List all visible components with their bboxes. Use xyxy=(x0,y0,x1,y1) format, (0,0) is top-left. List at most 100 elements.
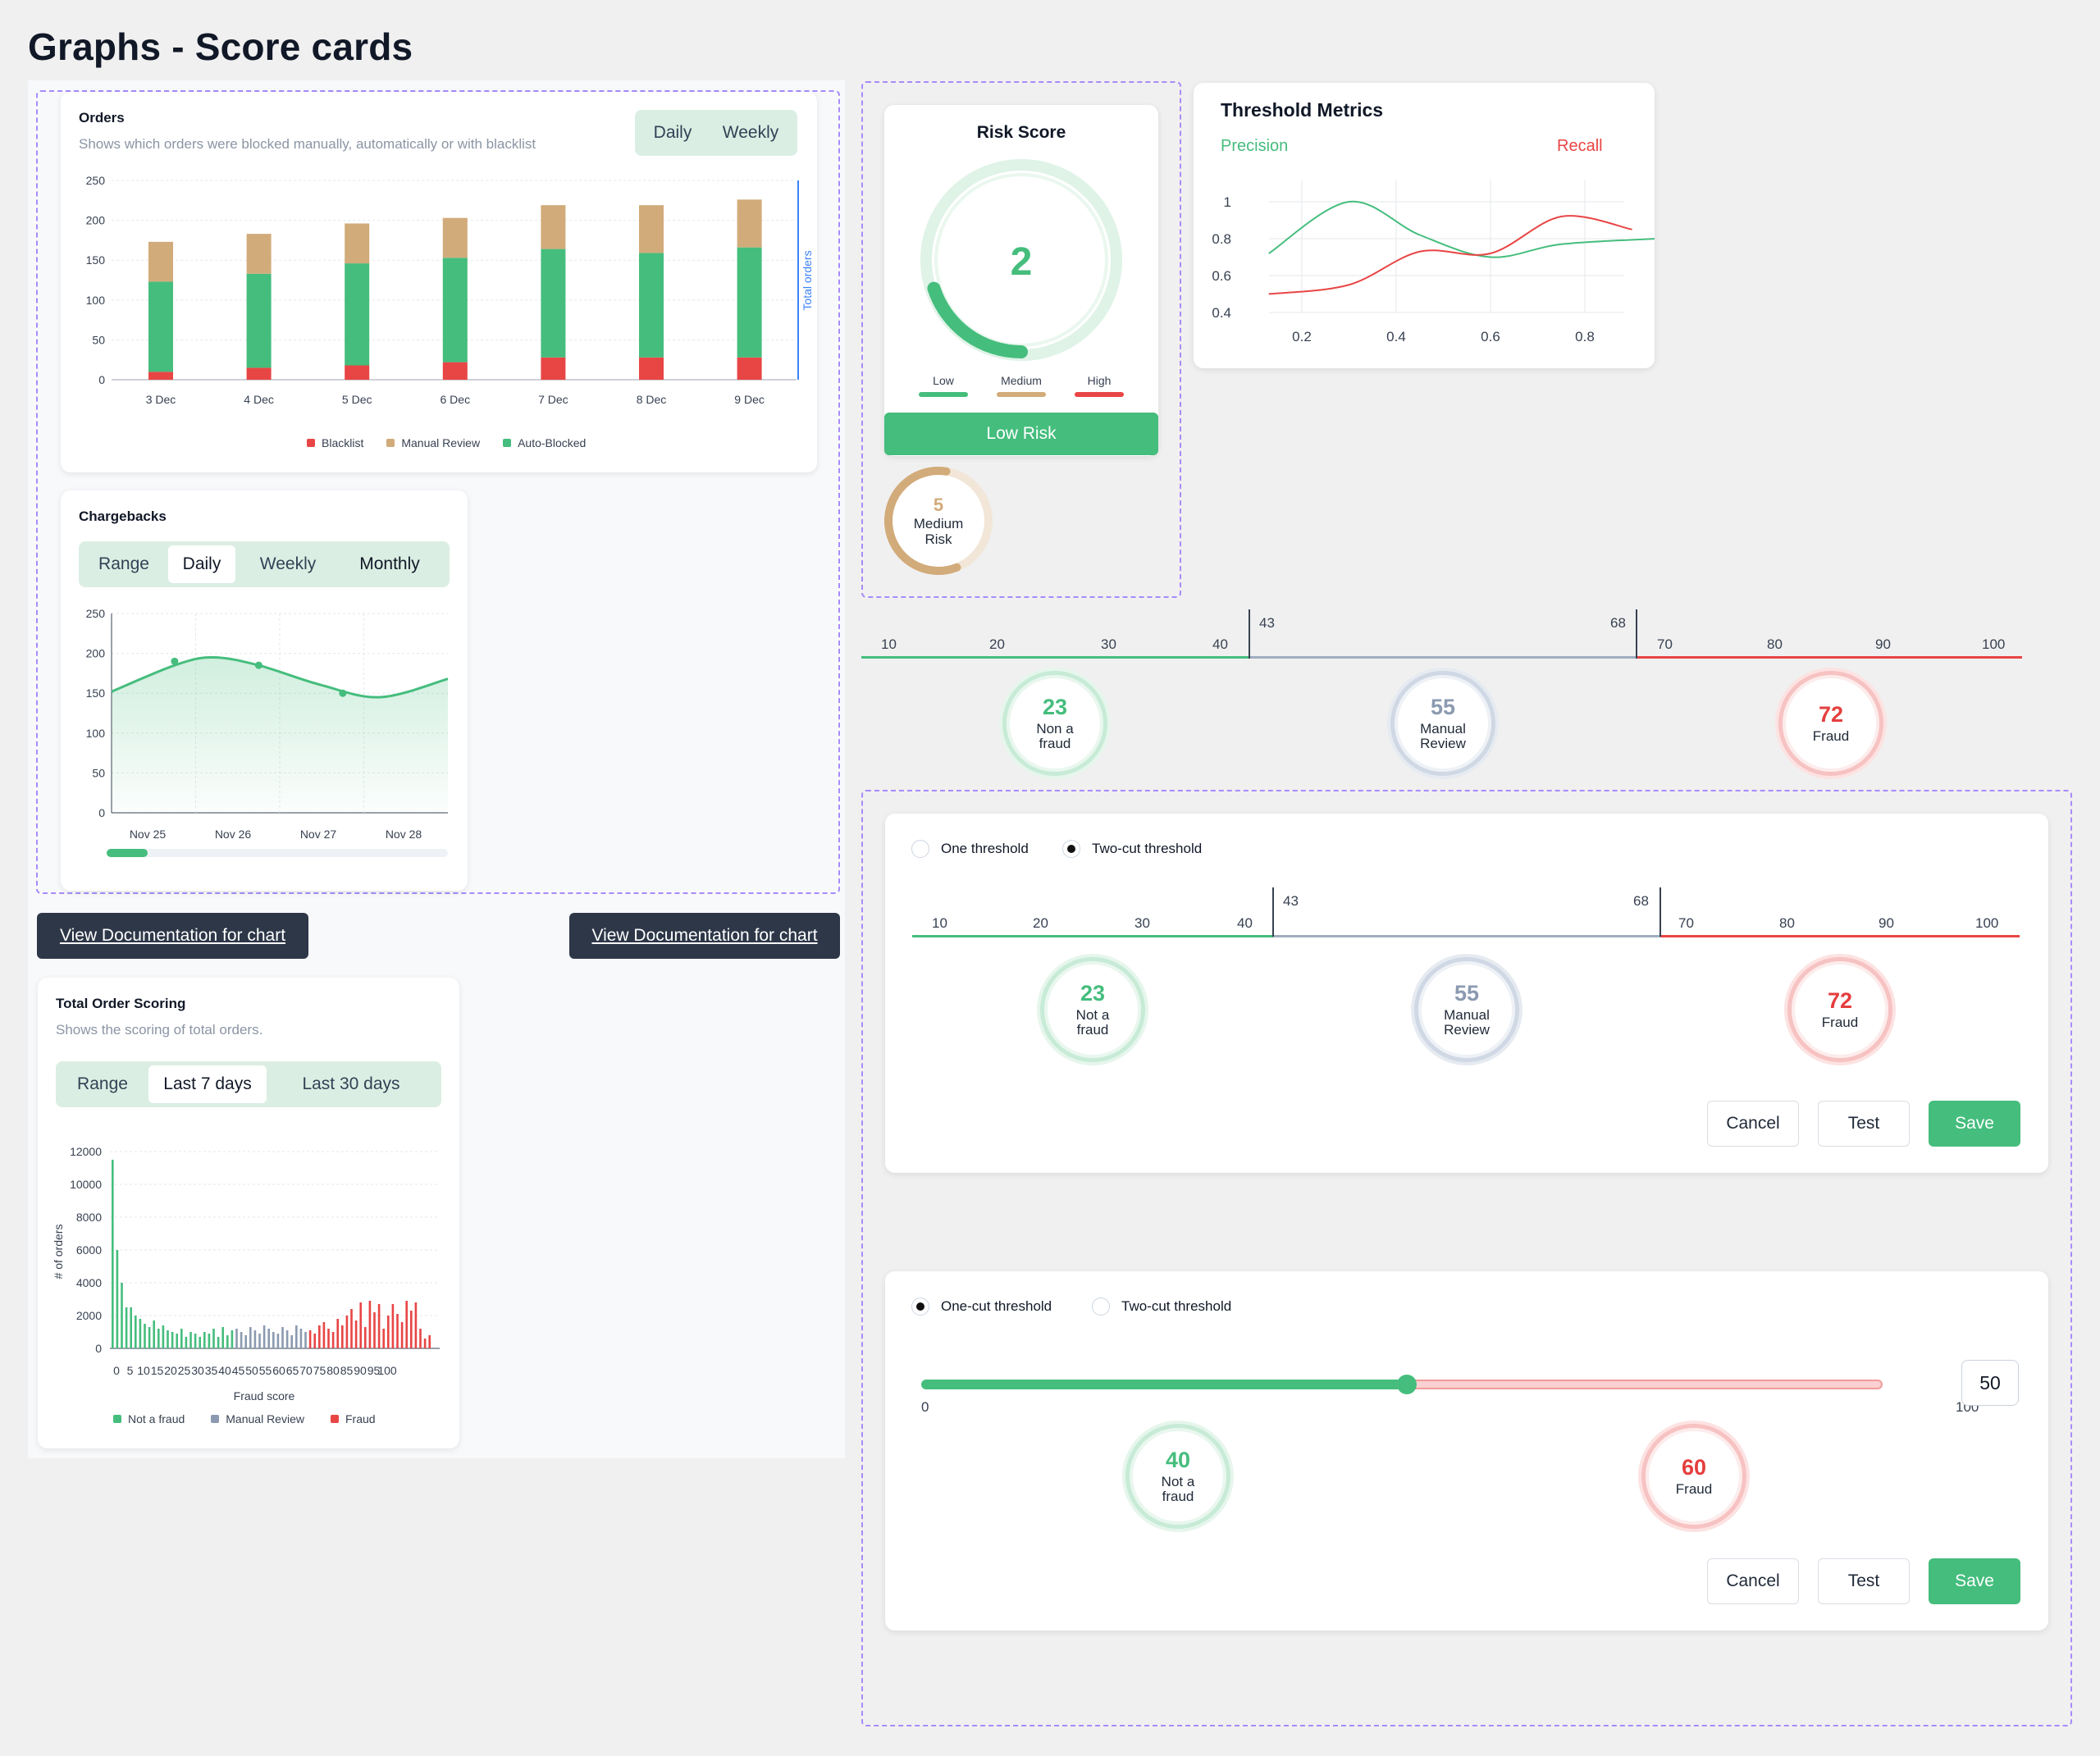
two-cut-test-button[interactable]: Test xyxy=(1818,1101,1910,1147)
chargebacks-tab-daily[interactable]: Daily xyxy=(168,545,235,583)
scoring-bar[interactable] xyxy=(217,1337,220,1348)
scoring-bar[interactable] xyxy=(322,1322,326,1348)
two-cut-marker-2[interactable] xyxy=(1659,887,1661,937)
scoring-bar[interactable] xyxy=(423,1339,427,1348)
scoring-bar[interactable] xyxy=(267,1329,270,1348)
orders-bar-manual-review[interactable] xyxy=(737,199,762,248)
scoring-bar[interactable] xyxy=(331,1332,335,1348)
scoring-bar[interactable] xyxy=(240,1332,243,1348)
scoring-bar[interactable] xyxy=(212,1329,215,1348)
scoring-bar[interactable] xyxy=(345,1316,349,1348)
scoring-bar[interactable] xyxy=(400,1322,404,1348)
scoring-bar[interactable] xyxy=(373,1312,376,1348)
scoring-bar[interactable] xyxy=(350,1309,353,1348)
scoring-bar[interactable] xyxy=(194,1334,197,1348)
scoring-bar[interactable] xyxy=(299,1329,303,1348)
scoring-bar[interactable] xyxy=(189,1332,192,1348)
scoring-bar[interactable] xyxy=(244,1335,247,1348)
scoring-bar[interactable] xyxy=(249,1327,252,1348)
scoring-bar[interactable] xyxy=(327,1329,330,1348)
one-cut-slider[interactable] xyxy=(921,1375,1988,1394)
scoring-bar[interactable] xyxy=(368,1301,372,1348)
scoring-bar[interactable] xyxy=(290,1335,293,1348)
scoring-bar[interactable] xyxy=(135,1316,137,1348)
orders-bar-blacklist[interactable] xyxy=(345,365,370,380)
scoring-bar[interactable] xyxy=(428,1335,431,1348)
scoring-bar[interactable] xyxy=(285,1330,289,1348)
orders-bar-blacklist[interactable] xyxy=(737,357,762,380)
scoring-bar[interactable] xyxy=(391,1304,395,1348)
scoring-bar[interactable] xyxy=(262,1325,266,1348)
view-docs-left-button[interactable]: View Documentation for chart xyxy=(37,913,308,959)
scoring-bar[interactable] xyxy=(180,1329,183,1348)
orders-bar-manual-review[interactable] xyxy=(148,241,173,282)
scoring-bar[interactable] xyxy=(304,1332,307,1348)
chargebacks-marker[interactable] xyxy=(171,657,179,665)
chargebacks-tab-weekly[interactable]: Weekly xyxy=(259,554,317,573)
scoring-bar[interactable] xyxy=(235,1329,238,1348)
scoring-bar[interactable] xyxy=(281,1327,284,1348)
orders-bar-auto-blocked[interactable] xyxy=(541,249,566,358)
orders-bar-blacklist[interactable] xyxy=(541,357,566,380)
scoring-bar[interactable] xyxy=(318,1325,321,1348)
scoring-bar[interactable] xyxy=(116,1250,119,1348)
chargebacks-tab-monthly[interactable]: Monthly xyxy=(359,554,420,573)
scoring-bar[interactable] xyxy=(354,1320,358,1348)
scoring-bar[interactable] xyxy=(125,1307,128,1348)
radio-one-threshold[interactable]: One threshold xyxy=(911,840,1029,858)
scoring-bar[interactable] xyxy=(272,1332,275,1348)
one-cut-cancel-button[interactable]: Cancel xyxy=(1707,1558,1799,1604)
radio-two-cut-threshold[interactable]: Two-cut threshold xyxy=(1062,840,1202,858)
scoring-bar[interactable] xyxy=(231,1330,234,1348)
radio-one-cut-threshold[interactable]: One-cut threshold xyxy=(911,1298,1052,1316)
scoring-bar[interactable] xyxy=(387,1316,390,1348)
scoring-bar[interactable] xyxy=(414,1302,418,1348)
scoring-tab-range[interactable]: Range xyxy=(77,1074,128,1093)
scoring-bar[interactable] xyxy=(336,1319,339,1348)
scoring-bar[interactable] xyxy=(341,1325,344,1348)
scoring-bar[interactable] xyxy=(377,1304,381,1348)
chargebacks-scroll-thumb[interactable] xyxy=(107,849,148,857)
orders-bar-manual-review[interactable] xyxy=(541,205,566,249)
orders-bar-manual-review[interactable] xyxy=(246,234,272,274)
scoring-bar[interactable] xyxy=(308,1330,312,1348)
scoring-bar[interactable] xyxy=(185,1337,188,1348)
scoring-tab-last-7[interactable]: Last 7 days xyxy=(148,1065,267,1103)
scoring-bar[interactable] xyxy=(359,1302,362,1348)
scoring-bar[interactable] xyxy=(253,1330,257,1348)
scoring-bar[interactable] xyxy=(203,1332,206,1348)
orders-bar-manual-review[interactable] xyxy=(345,223,370,264)
scoring-bar[interactable] xyxy=(171,1332,174,1348)
scoring-bar[interactable] xyxy=(410,1311,413,1348)
chargebacks-marker[interactable] xyxy=(339,689,347,697)
low-risk-button[interactable]: Low Risk xyxy=(884,413,1158,455)
orders-bar-auto-blocked[interactable] xyxy=(246,273,272,368)
scoring-bar[interactable] xyxy=(364,1327,367,1348)
scoring-tab-last-30[interactable]: Last 30 days xyxy=(302,1074,400,1093)
scoring-bar[interactable] xyxy=(419,1329,422,1348)
radio-circle-selected[interactable] xyxy=(1062,840,1080,858)
scoring-bar[interactable] xyxy=(144,1324,146,1348)
radio-circle-selected[interactable] xyxy=(911,1298,929,1316)
scoring-bar[interactable] xyxy=(405,1301,408,1348)
orders-bar-blacklist[interactable] xyxy=(246,367,272,380)
radio-circle[interactable] xyxy=(911,840,929,858)
scoring-bar[interactable] xyxy=(208,1334,211,1348)
scoring-bar[interactable] xyxy=(258,1334,261,1348)
scoring-bar[interactable] xyxy=(139,1319,142,1348)
orders-bar-auto-blocked[interactable] xyxy=(148,281,173,372)
scoring-bar[interactable] xyxy=(148,1327,151,1348)
orders-bar-auto-blocked[interactable] xyxy=(737,247,762,358)
scoring-bar[interactable] xyxy=(167,1330,169,1348)
scoring-bar[interactable] xyxy=(121,1283,123,1348)
chargebacks-scroll-track[interactable] xyxy=(107,849,448,857)
radio-two-cut-threshold-alt[interactable]: Two-cut threshold xyxy=(1092,1298,1231,1316)
scale-cut-marker-2[interactable] xyxy=(1636,609,1637,659)
scoring-bar[interactable] xyxy=(153,1320,155,1348)
scoring-bar[interactable] xyxy=(382,1329,385,1348)
scoring-bar[interactable] xyxy=(313,1334,316,1348)
scoring-bar[interactable] xyxy=(396,1314,399,1348)
scale-cut-marker-1[interactable] xyxy=(1249,609,1250,659)
two-cut-save-button[interactable]: Save xyxy=(1929,1101,2020,1147)
scoring-bar[interactable] xyxy=(158,1329,160,1348)
